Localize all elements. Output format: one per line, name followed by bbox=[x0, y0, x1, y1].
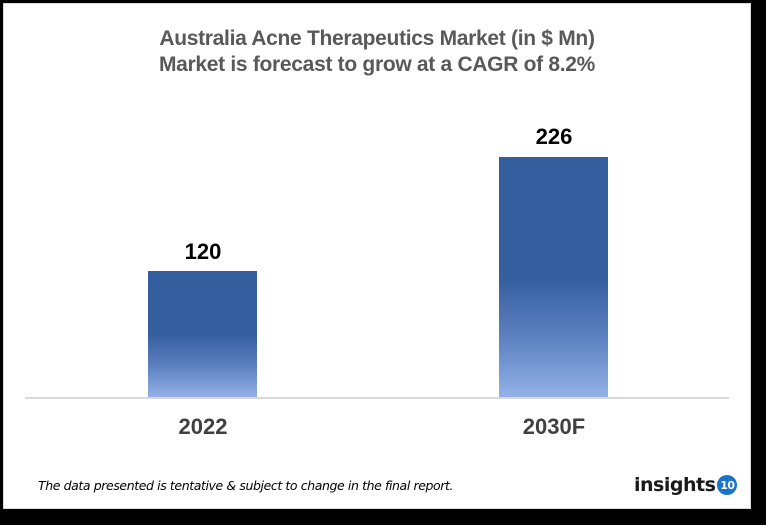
x-axis-line bbox=[25, 397, 729, 399]
x-tick-2022: 2022 bbox=[178, 414, 228, 439]
brand-logo: insights 10 bbox=[634, 474, 738, 496]
bar-2022 bbox=[148, 271, 257, 397]
chart-title-line1: Australia Acne Therapeutics Market (in $… bbox=[159, 27, 595, 50]
logo-badge-icon: 10 bbox=[717, 475, 738, 495]
x-tick-2030f: 2030F bbox=[522, 414, 586, 439]
value-label-2030f: 226 bbox=[535, 124, 573, 149]
bar-2030f bbox=[499, 157, 608, 397]
chart-title: Australia Acne Therapeutics Market (in $… bbox=[4, 26, 750, 78]
chart-subtitle: Market is forecast to grow at a CAGR of … bbox=[158, 53, 596, 76]
plot-area bbox=[25, 100, 729, 397]
disclaimer: The data presented is tentative & subjec… bbox=[38, 478, 454, 493]
value-label-2022: 120 bbox=[184, 239, 222, 264]
logo-text: insights bbox=[634, 474, 716, 496]
chart-card: Australia Acne Therapeutics Market (in $… bbox=[3, 3, 751, 509]
